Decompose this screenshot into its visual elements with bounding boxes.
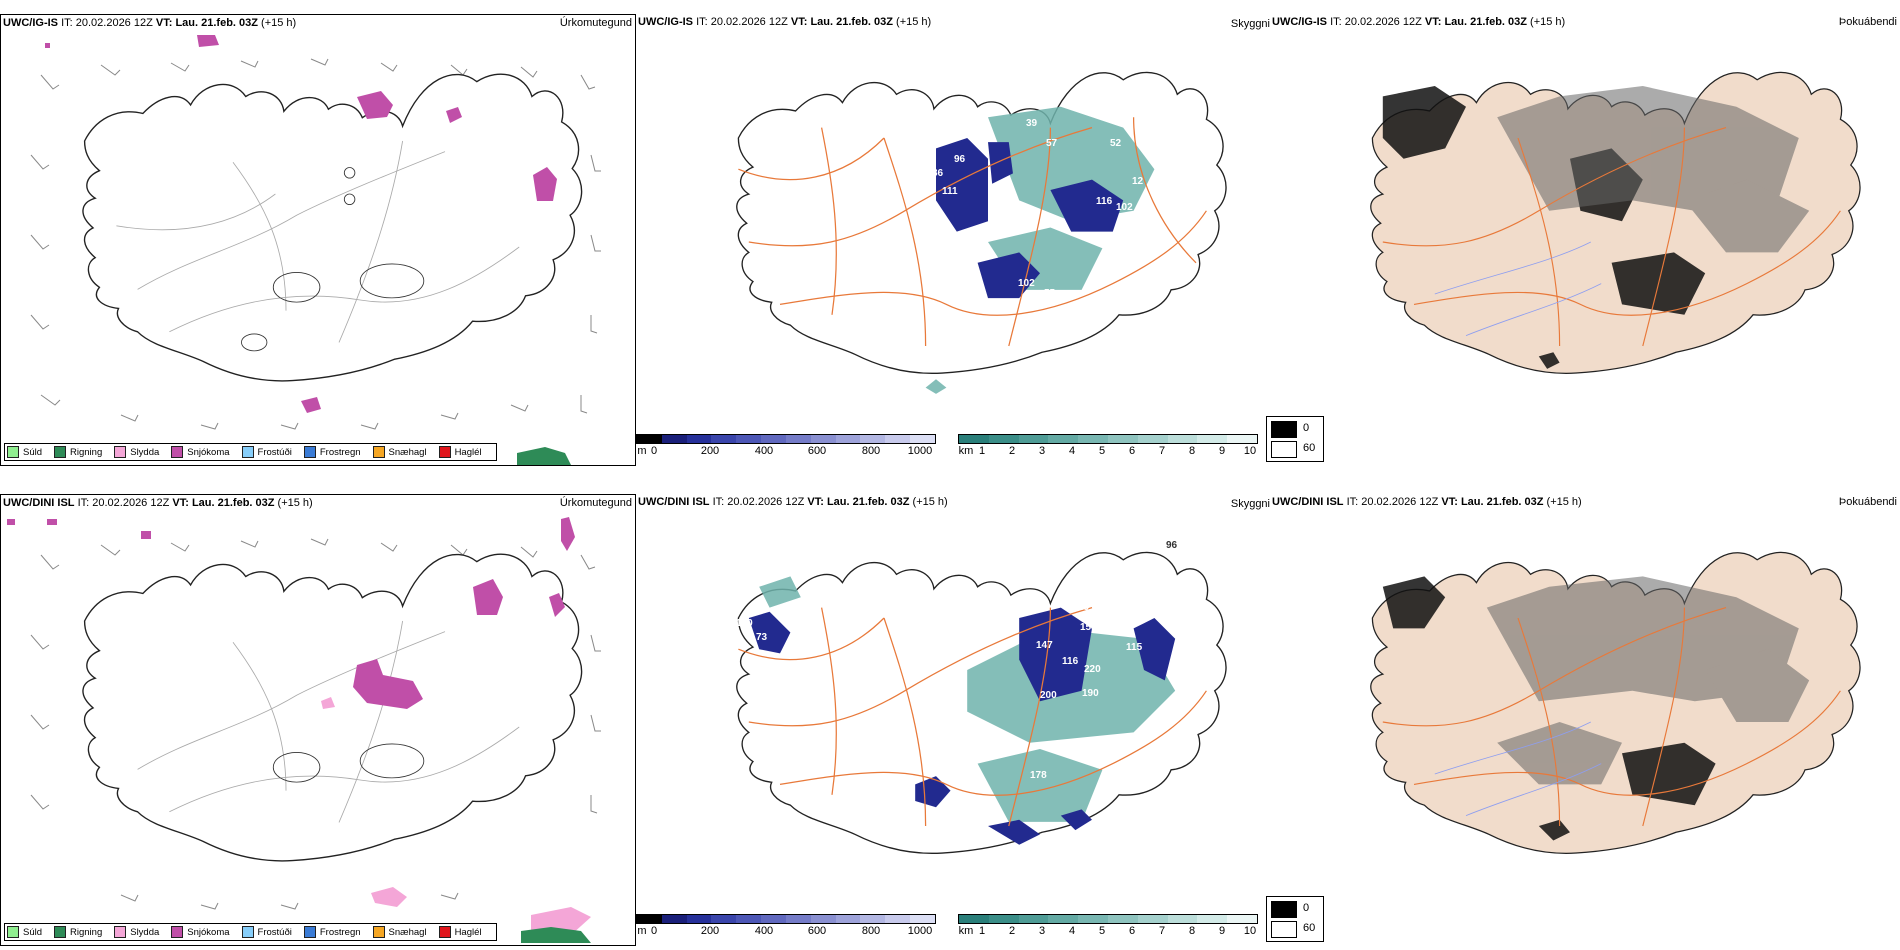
cloud-base-label: 200	[1040, 690, 1057, 701]
panel-title: UWC/DINI ISL IT: 20.02.2026 12Z VT: Lau.…	[1272, 496, 1582, 508]
cloud-base-label: 49	[1078, 602, 1090, 613]
ptype-legend: Súld Rigning Slydda Snjókoma Frostúði Fr…	[4, 443, 497, 461]
visibility-panel-row1: UWC/IG-IS IT: 20.02.2026 12Z VT: Lau. 21…	[636, 14, 1270, 466]
panel-title: UWC/IG-IS IT: 20.02.2026 12Z VT: Lau. 21…	[3, 17, 297, 29]
cloud-base-label: 115	[1126, 642, 1143, 653]
cloud-base-label: 190	[1082, 688, 1099, 699]
fog-panel-row2: UWC/DINI ISL IT: 20.02.2026 12Z VT: Lau.…	[1266, 494, 1900, 946]
cloud-base-label: 147	[1036, 640, 1053, 651]
panel-field-label: Úrkomutegund	[559, 497, 632, 509]
cloud-base-labels: 96 86 111 122 101 120 17 39 57 52 12 116…	[932, 118, 1144, 299]
panel-field-label: Þokuábendi	[1838, 16, 1897, 28]
cloud-base-label: 55	[1044, 288, 1056, 299]
cloud-base-label: 178	[1030, 770, 1047, 781]
cloud-base-label: 116	[1096, 196, 1113, 207]
snow-areas	[45, 35, 557, 413]
cloud-base-label: 158	[1080, 622, 1097, 633]
cloud-base-labels: 120 73 49 158 147 116 220 200 190 115 85…	[736, 540, 1178, 781]
cloud-base-label: 122	[994, 202, 1011, 213]
snow-areas	[7, 517, 575, 709]
cloud-base-label: 39	[1026, 118, 1038, 129]
visibility-colorbar: km 1 2 3 4 5 6 7 8 9 10	[958, 914, 1258, 940]
panel-title: UWC/IG-IS IT: 20.02.2026 12Z VT: Lau. 21…	[1272, 16, 1566, 28]
cloud-base-label: 101	[988, 216, 1005, 227]
cloud-base-label: 120	[986, 230, 1003, 241]
cloud-base-label: 120	[736, 618, 753, 629]
fog-legend: 0 60	[1266, 416, 1324, 462]
cloud-base-label: 96	[954, 154, 966, 165]
cloud-base-label: 102	[1018, 278, 1035, 289]
cloud-base-label: 86	[932, 168, 944, 179]
cloud-base-label: 52	[1110, 138, 1122, 149]
wind-barbs	[30, 538, 601, 910]
panel-field-label: Skyggni	[1230, 498, 1270, 510]
fog-panel-row1: UWC/IG-IS IT: 20.02.2026 12Z VT: Lau. 21…	[1266, 14, 1900, 466]
cloud-base-label: 17	[968, 236, 980, 247]
cloud-base-label: 73	[756, 632, 768, 643]
cloud-base-label: 220	[1084, 664, 1101, 675]
cloud-base-label: 116	[1062, 656, 1079, 667]
fog-legend: 0 60	[1266, 896, 1324, 942]
visibility-map: 120 73 49 158 147 116 220 200 190 115 85…	[736, 540, 1227, 855]
panel-title: UWC/DINI ISL IT: 20.02.2026 12Z VT: Lau.…	[638, 496, 948, 508]
panel-field-label: Skyggni	[1230, 18, 1270, 30]
ptype-legend: Súld Rigning Slydda Snjókoma Frostúði Fr…	[4, 923, 497, 941]
ptype-map	[30, 35, 601, 465]
cloud-base-label: 96	[1166, 540, 1178, 551]
cloud-base-label: 102	[1116, 202, 1133, 213]
visibility-map: 96 86 111 122 101 120 17 39 57 52 12 116…	[736, 71, 1227, 394]
visibility-colorbar: km 1 2 3 4 5 6 7 8 9 10	[958, 434, 1258, 460]
panel-title: UWC/IG-IS IT: 20.02.2026 12Z VT: Lau. 21…	[638, 16, 932, 28]
cloud-base-label: 57	[1046, 138, 1058, 149]
cloudbase-colorbar: m 0 200 400 600 800 1000	[636, 434, 936, 460]
wind-barbs	[30, 58, 601, 430]
ptype-map	[7, 517, 601, 943]
panel-field-label: Þokuábendi	[1838, 496, 1897, 508]
ptype-panel-row1: UWC/IG-IS IT: 20.02.2026 12Z VT: Lau. 21…	[0, 14, 636, 466]
ptype-panel-row2: UWC/DINI ISL IT: 20.02.2026 12Z VT: Lau.…	[0, 494, 636, 946]
cloud-base-label: 111	[942, 186, 958, 197]
fog-map	[1370, 71, 1861, 374]
cloudbase-colorbar: m 0 200 400 600 800 1000	[636, 914, 936, 940]
visibility-panel-row2: UWC/DINI ISL IT: 20.02.2026 12Z VT: Lau.…	[636, 494, 1270, 946]
fog-map	[1370, 551, 1861, 854]
cloud-base-label: 155	[1094, 756, 1111, 767]
panel-title: UWC/DINI ISL IT: 20.02.2026 12Z VT: Lau.…	[3, 497, 313, 509]
cloud-base-label: 85	[898, 730, 910, 741]
panel-field-label: Úrkomutegund	[559, 17, 632, 29]
cloud-base-label: 12	[1132, 176, 1144, 187]
